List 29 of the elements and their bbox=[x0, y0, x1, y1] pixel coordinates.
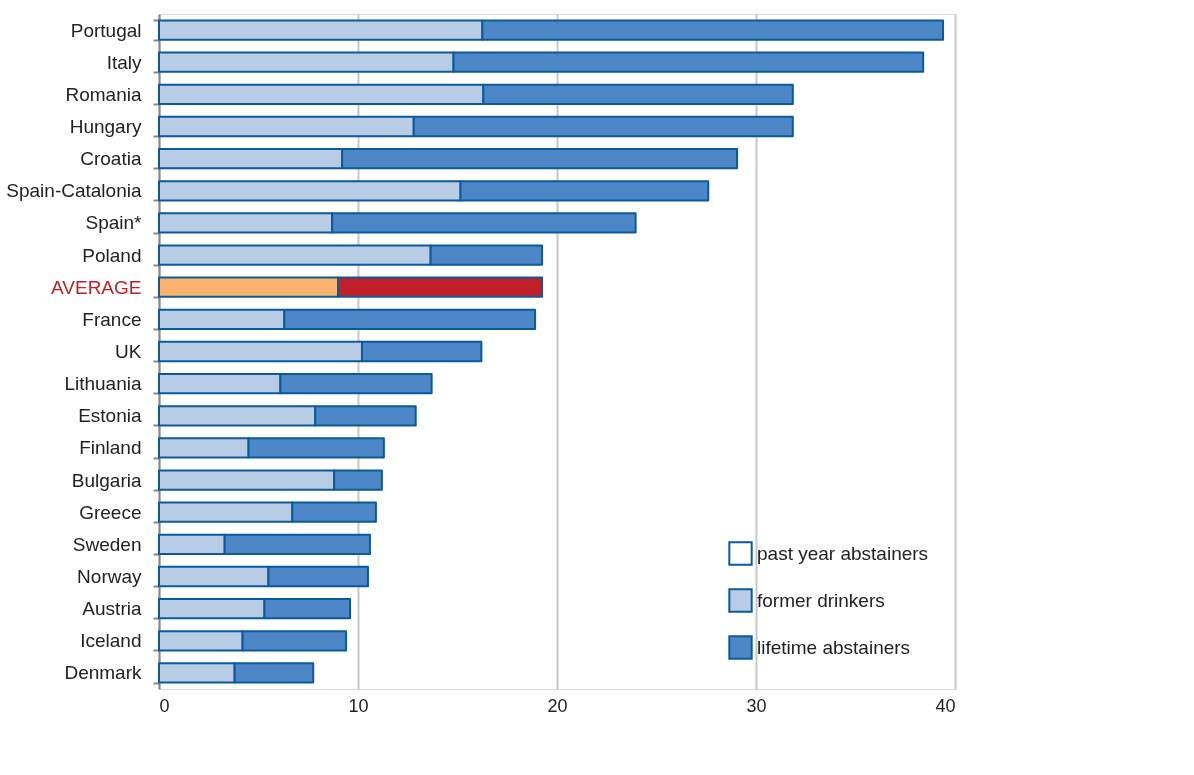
y-tick-label: Bulgaria bbox=[71, 469, 142, 491]
y-tick-label: Sweden bbox=[72, 533, 142, 555]
y-tick-label: Iceland bbox=[80, 630, 142, 652]
x-tick-label: 40 bbox=[935, 695, 956, 716]
y-tick-label: Denmark bbox=[64, 662, 142, 684]
y-tick-label: AVERAGE bbox=[51, 276, 142, 298]
y-tick-label: Spain-Catalonia bbox=[6, 180, 142, 202]
x-tick-label: 10 bbox=[348, 695, 369, 716]
y-tick-label: Lithuania bbox=[64, 373, 142, 395]
y-tick-label: Norway bbox=[77, 566, 142, 587]
legend-label: former drinkers bbox=[757, 589, 885, 611]
y-tick-label: Greece bbox=[79, 501, 142, 523]
y-tick-label: Italy bbox=[106, 51, 142, 73]
y-tick-label: Portugal bbox=[70, 19, 142, 41]
x-tick-label: 20 bbox=[547, 695, 568, 716]
legend-label: lifetime abstainers bbox=[757, 636, 911, 658]
y-tick-label: Austria bbox=[82, 598, 142, 620]
y-tick-label: UK bbox=[115, 341, 142, 362]
y-tick-label: Spain* bbox=[85, 212, 143, 234]
y-tick-label: Hungary bbox=[69, 116, 142, 137]
y-tick-label: Croatia bbox=[80, 148, 142, 170]
y-tick-label: Romania bbox=[65, 83, 142, 105]
x-tick-label: 30 bbox=[746, 695, 767, 716]
y-tick-label: Estonia bbox=[78, 405, 142, 427]
y-tick-label: Finland bbox=[79, 437, 142, 459]
x-tick-label: 0 bbox=[159, 695, 170, 716]
legend-title: past year abstainers bbox=[757, 542, 929, 564]
y-tick-label: Poland bbox=[82, 244, 142, 266]
y-tick-label: France bbox=[82, 308, 142, 330]
